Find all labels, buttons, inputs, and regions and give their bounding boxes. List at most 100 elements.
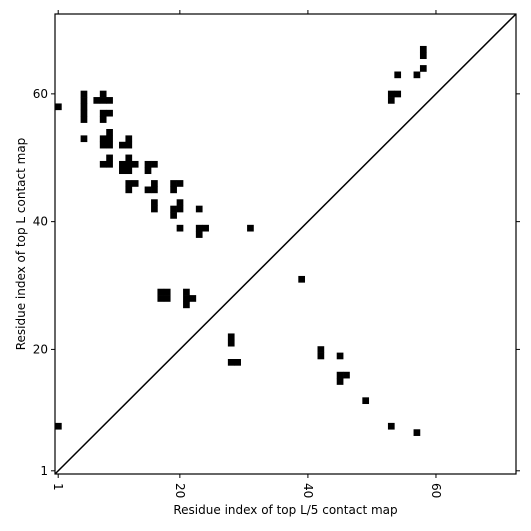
contact-cell-lower	[183, 295, 190, 302]
contact-cell-lower	[163, 288, 171, 296]
contact-cell-lower	[157, 295, 165, 302]
contact-cell-upper	[119, 141, 126, 149]
x-axis-label: Residue index of top L/5 contact map	[173, 503, 397, 517]
contact-cell-upper	[80, 103, 88, 111]
contact-cell-upper	[119, 167, 126, 175]
contact-cell-upper	[151, 205, 158, 213]
contact-cell-lower	[413, 429, 421, 436]
contact-cell-lower	[336, 371, 344, 379]
contact-cell-upper	[151, 199, 158, 206]
contact-cell-upper	[176, 180, 184, 187]
contact-cell-upper	[99, 160, 107, 168]
contact-cell-lower	[336, 352, 344, 360]
contact-cell-upper	[125, 141, 133, 149]
contact-cell-upper	[170, 186, 177, 194]
y-axis-label: Residue index of top L contact map	[14, 138, 28, 351]
contact-cell-upper	[170, 180, 177, 187]
contact-cell-upper	[394, 71, 402, 79]
contact-cell-upper	[151, 186, 158, 194]
contact-cell-upper	[106, 109, 113, 117]
contact-cell-upper	[176, 199, 184, 206]
contact-cell-upper	[144, 167, 152, 175]
contact-cell-upper	[413, 71, 421, 79]
contact-cell-lower	[336, 378, 344, 385]
contact-cell-lower	[227, 339, 235, 347]
contact-cell-lower	[317, 352, 325, 360]
contact-cells	[55, 45, 427, 436]
x-tick-label: 40	[301, 483, 315, 498]
contact-cell-upper	[419, 52, 427, 60]
contact-cell-upper	[151, 160, 158, 168]
contact-cell-upper	[125, 135, 133, 143]
plot-frame	[54, 13, 517, 475]
x-tick-label: 60	[429, 483, 443, 498]
contact-cell-upper	[80, 109, 88, 117]
contact-cell-upper	[125, 180, 133, 187]
contact-cell-upper	[170, 212, 177, 219]
contact-cell-lower	[227, 359, 235, 366]
contact-cell-upper	[106, 135, 113, 143]
contact-cell-upper	[387, 97, 395, 104]
y-tick-label: 1	[40, 464, 48, 478]
contact-cell-upper	[151, 180, 158, 187]
contact-cell-upper	[106, 141, 113, 149]
contact-cell-upper	[106, 129, 113, 136]
contact-cell-lower	[189, 295, 197, 302]
contact-cell-upper	[144, 160, 152, 168]
y-tick-label: 60	[33, 87, 48, 101]
contact-cell-upper	[93, 97, 101, 104]
contact-cell-lower	[183, 301, 190, 309]
contact-cell-upper	[119, 160, 126, 168]
x-tick-label: 20	[173, 483, 187, 498]
contact-cell-upper	[394, 90, 402, 98]
y-tick-label: 40	[33, 215, 48, 229]
contact-cell-upper	[99, 90, 107, 98]
contact-cell-upper	[131, 160, 139, 168]
contact-cell-upper	[99, 141, 107, 149]
contact-cell-upper	[125, 167, 133, 175]
contact-cell-upper	[80, 97, 88, 104]
contact-cell-upper	[170, 205, 177, 213]
x-axis-ticks: 1 20 40 60	[51, 10, 443, 498]
contact-cell-upper	[99, 116, 107, 123]
contact-cell-upper	[80, 90, 88, 98]
contact-cell-lower	[317, 346, 325, 353]
contact-cell-upper	[195, 205, 203, 213]
x-tick-label: 1	[51, 483, 65, 491]
contact-cell-upper	[195, 224, 203, 232]
contact-cell-lower	[362, 397, 370, 405]
y-tick-label: 20	[33, 342, 48, 356]
contact-cell-upper	[247, 224, 254, 232]
contact-cell-upper	[144, 186, 152, 194]
contact-cell-lower	[227, 333, 235, 341]
contact-cell-upper	[99, 109, 107, 117]
contact-cell-lower	[183, 288, 190, 296]
y-axis-ticks: 1 20 40 60	[33, 87, 520, 478]
contact-cell-upper	[131, 180, 139, 187]
contact-cell-upper	[106, 154, 113, 162]
contact-cell-upper	[80, 135, 88, 143]
contact-cell-upper	[125, 186, 133, 194]
contact-cell-upper	[106, 97, 113, 104]
contact-cell-lower	[55, 422, 62, 430]
contact-cell-upper	[419, 65, 427, 72]
contact-cell-upper	[99, 97, 107, 104]
contact-cell-lower	[298, 275, 306, 283]
diagonal-line	[54, 13, 517, 475]
contact-cell-upper	[195, 231, 203, 238]
contact-cell-upper	[176, 224, 184, 232]
contact-cell-upper	[106, 160, 113, 168]
contact-cell-upper	[419, 45, 427, 53]
contact-cell-upper	[176, 205, 184, 213]
contact-cell-lower	[163, 295, 171, 302]
contact-cell-lower	[343, 371, 350, 379]
contact-cell-upper	[55, 103, 62, 111]
contact-cell-lower	[157, 288, 165, 296]
contact-cell-upper	[387, 90, 395, 98]
contact-cell-upper	[202, 224, 209, 232]
contact-cell-lower	[234, 359, 241, 366]
contact-cell-upper	[99, 135, 107, 143]
contact-cell-upper	[80, 116, 88, 123]
contact-cell-upper	[125, 160, 133, 168]
